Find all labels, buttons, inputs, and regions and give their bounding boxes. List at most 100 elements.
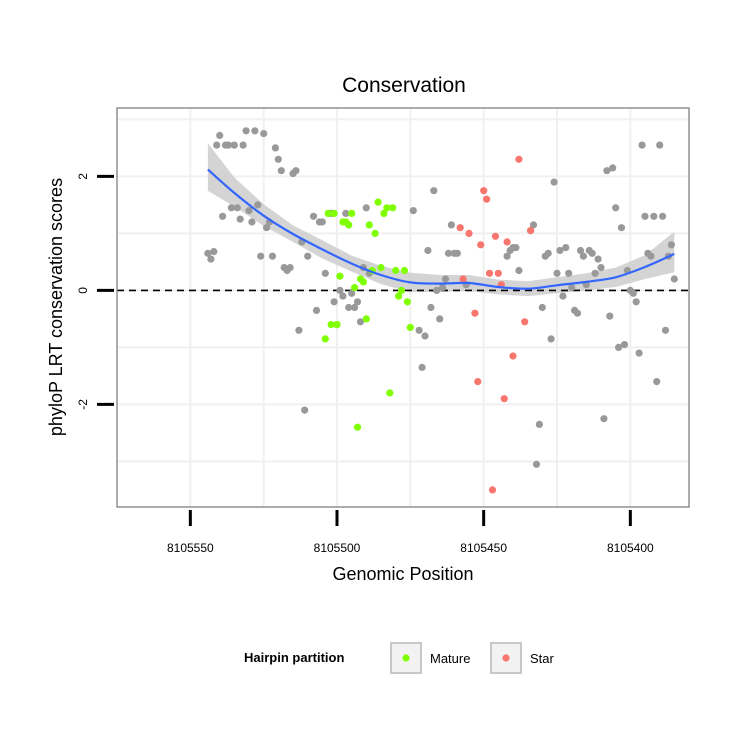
point-mature xyxy=(359,278,367,286)
point-other xyxy=(439,284,447,292)
point-other xyxy=(650,212,658,220)
x-tick-label: 8105450 xyxy=(460,541,507,555)
point-other xyxy=(547,335,555,343)
point-other xyxy=(424,246,432,255)
data-points xyxy=(204,127,678,494)
point-star xyxy=(459,275,467,283)
point-other xyxy=(210,248,218,256)
point-mature xyxy=(406,323,414,331)
point-other xyxy=(309,212,318,220)
point-mature xyxy=(330,209,338,217)
point-star xyxy=(491,232,499,240)
point-other xyxy=(579,252,588,260)
y-tick-label: 2 xyxy=(76,173,90,180)
point-other xyxy=(556,246,564,255)
point-star xyxy=(509,352,517,360)
x-tick-label: 8105400 xyxy=(607,541,654,555)
point-other xyxy=(544,249,552,257)
point-other xyxy=(421,332,429,340)
point-mature xyxy=(392,266,400,275)
point-star xyxy=(483,195,491,203)
point-other xyxy=(670,275,678,283)
legend-swatch-mature xyxy=(402,654,410,662)
point-other xyxy=(242,127,250,135)
point-other xyxy=(576,246,585,255)
point-other xyxy=(532,460,541,468)
point-other xyxy=(515,266,523,275)
y-axis-label: phyloP LRT conservation scores xyxy=(46,178,66,436)
point-other xyxy=(436,315,444,323)
point-star xyxy=(477,241,485,249)
point-other xyxy=(207,255,215,263)
point-other xyxy=(620,341,629,349)
point-other xyxy=(535,420,544,428)
point-other xyxy=(254,201,262,209)
point-mature xyxy=(336,272,344,280)
point-other xyxy=(342,209,350,217)
point-other xyxy=(295,326,303,334)
point-star xyxy=(494,269,502,277)
point-other xyxy=(345,303,353,312)
point-other xyxy=(603,167,611,175)
point-other xyxy=(362,204,370,212)
point-other xyxy=(248,218,256,226)
confidence-band xyxy=(207,143,675,297)
y-tick-label: -2 xyxy=(76,399,90,410)
point-other xyxy=(227,204,235,212)
point-other xyxy=(239,141,247,149)
smooth-confidence-band xyxy=(207,143,675,297)
x-tick-label: 8105550 xyxy=(167,541,214,555)
point-other xyxy=(271,144,279,152)
legend-swatch-star xyxy=(502,654,510,662)
point-other xyxy=(638,141,646,149)
smooth-trend xyxy=(207,168,675,290)
point-other xyxy=(600,415,608,423)
point-other xyxy=(292,167,300,175)
point-other xyxy=(606,312,614,320)
point-mature xyxy=(351,284,359,292)
point-other xyxy=(529,221,538,229)
point-mature xyxy=(333,321,341,329)
point-other xyxy=(503,252,511,260)
point-other xyxy=(573,309,582,317)
point-other xyxy=(559,292,567,300)
legend-label-star: Star xyxy=(530,651,555,666)
point-other xyxy=(415,326,423,334)
point-other xyxy=(653,378,661,386)
point-other xyxy=(219,212,227,220)
point-other xyxy=(336,286,344,294)
point-star xyxy=(465,229,473,237)
point-other xyxy=(444,249,453,257)
point-other xyxy=(318,218,326,226)
point-mature xyxy=(353,423,362,431)
point-other xyxy=(635,349,643,357)
plot-panel-border xyxy=(116,107,690,508)
point-star xyxy=(456,224,464,232)
point-star xyxy=(527,227,535,235)
point-other xyxy=(245,207,253,215)
point-mature xyxy=(348,209,356,217)
point-other xyxy=(512,244,520,252)
point-other xyxy=(286,264,294,272)
point-other xyxy=(348,289,356,297)
point-star xyxy=(471,309,479,317)
point-other xyxy=(453,249,461,257)
point-other xyxy=(260,130,268,138)
point-mature xyxy=(324,209,332,217)
point-other xyxy=(353,298,362,306)
point-mature xyxy=(386,389,394,397)
point-other xyxy=(656,141,664,149)
point-other xyxy=(427,303,435,312)
point-other xyxy=(274,155,282,163)
point-other xyxy=(565,269,573,277)
point-other xyxy=(204,249,212,257)
point-other xyxy=(351,303,359,312)
point-other xyxy=(667,241,676,249)
point-other xyxy=(301,406,309,414)
point-mature xyxy=(383,204,391,212)
point-mature xyxy=(380,209,388,217)
point-other xyxy=(304,252,312,260)
point-other xyxy=(550,178,558,186)
point-other xyxy=(230,141,238,149)
point-other xyxy=(632,298,640,306)
